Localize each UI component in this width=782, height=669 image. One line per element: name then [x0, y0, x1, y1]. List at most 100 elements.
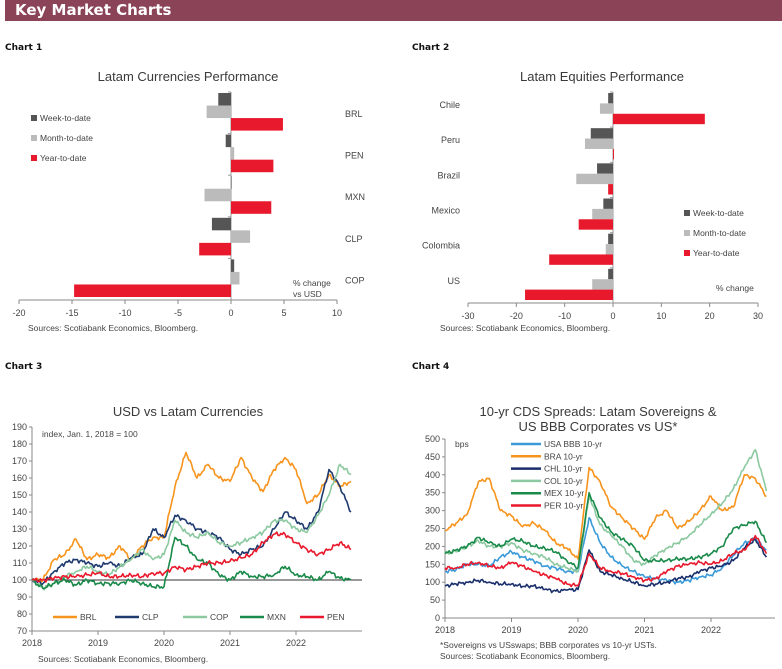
chart3-y-tick-label: 140 [12, 507, 27, 517]
chart2-bar-chile-year-to-date [613, 113, 705, 125]
chart2-legend-swatch [684, 210, 690, 216]
chart1-legend-swatch [31, 135, 37, 141]
chart1-x-tick-label: 5 [281, 308, 286, 318]
chart4-series-chl-10-yr [444, 537, 768, 594]
chart4-y-tick-label: 300 [425, 506, 440, 516]
chart3-series-cop [31, 463, 352, 591]
chart2-bar-mexico-month-to-date [592, 208, 613, 220]
chart1-category-label: BRL [345, 109, 363, 119]
chart1-legend-label: Year-to-date [40, 153, 87, 163]
chart4-ylabel: bps [455, 439, 469, 449]
header-bar: Key Market Charts [5, 0, 782, 21]
chart4-legend-label: BRA 10-yr [544, 451, 583, 461]
chart3-y-tick-label: 180 [12, 439, 27, 449]
chart1-bar-cop-week-to-date [231, 259, 235, 272]
chart3-source: Sources: Scotiabank Economics, Bloomberg… [38, 654, 208, 664]
chart1-category-label: COP [345, 275, 365, 285]
chart4-y-tick-label: 50 [430, 595, 440, 605]
chart1-legend-swatch [31, 155, 37, 161]
chart1-bar-clp-year-to-date [199, 242, 231, 256]
chart3-y-tick-label: 70 [17, 626, 27, 636]
chart2-x-tick-label: 20 [705, 311, 715, 321]
chart4-legend-label: COL 10-yr [544, 476, 583, 486]
chart4-x-tick-label: 2020 [568, 625, 588, 635]
chart4-y-tick-label: 0 [435, 613, 440, 623]
chart3-x-tick-label: 2021 [220, 638, 240, 648]
chart1-bar-cop-year-to-date [74, 284, 232, 297]
chart2-category-label: Colombia [422, 241, 460, 251]
chart2-category-label: US [447, 276, 460, 286]
chart2-bar-mexico-year-to-date [578, 219, 613, 230]
chart4-x-tick-label: 2022 [701, 625, 721, 635]
chart1-bar-brl-month-to-date [206, 105, 231, 119]
chart2-category-label: Mexico [431, 206, 460, 216]
chart4-title-line2: US BBB Corporates vs US* [519, 419, 678, 434]
chart1-bar-brl-week-to-date [218, 93, 231, 106]
chart2-label: Chart 2 [412, 43, 450, 53]
chart1-bar-mxn-week-to-date [231, 176, 232, 189]
chart4-x-tick-label: 2019 [501, 625, 521, 635]
chart1-bar-mxn-month-to-date [204, 188, 231, 202]
chart3-series-clp [31, 468, 352, 586]
chart3-y-tick-label: 100 [12, 575, 27, 585]
chart2-x-tick-label: -30 [461, 311, 474, 321]
chart1-legend-label: Week-to-date [40, 113, 91, 123]
chart1-x-tick-label: -15 [65, 308, 78, 318]
chart3-x-tick-label: 2020 [154, 638, 174, 648]
chart1-legend-label: Month-to-date [40, 133, 93, 143]
chart3-y-tick-label: 160 [12, 473, 27, 483]
chart3-series-pen [31, 531, 352, 583]
chart2-bar-brazil-week-to-date [597, 163, 613, 174]
chart1-unit-note-1: % change [293, 278, 331, 288]
chart3-x-tick-label: 2022 [286, 638, 306, 648]
chart3-label: Chart 3 [5, 362, 43, 372]
chart1-x-tick-label: -5 [174, 308, 182, 318]
chart4-label: Chart 4 [412, 362, 450, 372]
chart1-x-tick-label: -10 [118, 308, 131, 318]
chart1-category-label: CLP [345, 234, 363, 244]
chart1-bar-clp-month-to-date [231, 230, 251, 243]
chart1-category-label: MXN [345, 192, 365, 202]
chart2-bar-chile-week-to-date [608, 93, 613, 104]
chart2-bar-colombia-month-to-date [605, 244, 613, 255]
chart4-series-usa-bbb-10-yr [444, 516, 767, 585]
chart4-y-tick-label: 500 [425, 434, 440, 444]
chart1-label: Chart 1 [5, 43, 43, 53]
chart3-y-tick-label: 190 [12, 422, 27, 432]
chart2-unit-note: % change [716, 283, 754, 293]
chart2-bar-colombia-week-to-date [608, 233, 613, 245]
chart4-x-tick-label: 2021 [634, 625, 654, 635]
chart4-series-bra-10-yr [444, 466, 767, 560]
chart4-y-tick-label: 100 [425, 577, 440, 587]
chart3-y-tick-label: 90 [17, 592, 27, 602]
page-title: Key Market Charts [15, 1, 172, 19]
chart2-x-tick-label: -10 [558, 311, 571, 321]
chart1-bar-pen-week-to-date [225, 134, 231, 148]
chart4-series-per-10-yr [444, 534, 768, 588]
chart3-y-tick-label: 130 [12, 524, 27, 534]
chart4-y-tick-label: 200 [425, 541, 440, 551]
chart2-x-tick-label: 30 [753, 311, 763, 321]
chart2-category-label: Chile [439, 100, 460, 110]
chart3-y-tick-label: 170 [12, 456, 27, 466]
chart3-series-brl [31, 451, 352, 583]
chart2-legend-label: Week-to-date [693, 208, 744, 218]
chart4-legend-label: CHL 10-yr [544, 464, 583, 474]
chart4-legend-label: PER 10-yr [544, 501, 583, 511]
chart2-bar-us-week-to-date [608, 268, 613, 280]
chart1-bar-brl-year-to-date [231, 118, 283, 131]
chart2-legend-label: Year-to-date [693, 248, 740, 258]
chart1-bar-clp-week-to-date [211, 217, 231, 231]
chart4-y-tick-label: 450 [425, 452, 440, 462]
chart1-bar-cop-month-to-date [231, 271, 240, 285]
chart1-category-label: PEN [345, 151, 364, 161]
chart2-bar-us-month-to-date [592, 279, 613, 290]
chart4-source: Sources: Scotiabank Economics, Bloomberg… [440, 651, 610, 661]
chart3-x-tick-label: 2019 [88, 638, 108, 648]
chart4-series-col-10-yr [444, 448, 768, 573]
chart2-title: Latam Equities Performance [520, 69, 684, 84]
chart2-x-tick-label: 0 [610, 311, 615, 321]
chart2-bar-brazil-year-to-date [608, 184, 613, 195]
chart4-x-tick-label: 2018 [435, 625, 455, 635]
